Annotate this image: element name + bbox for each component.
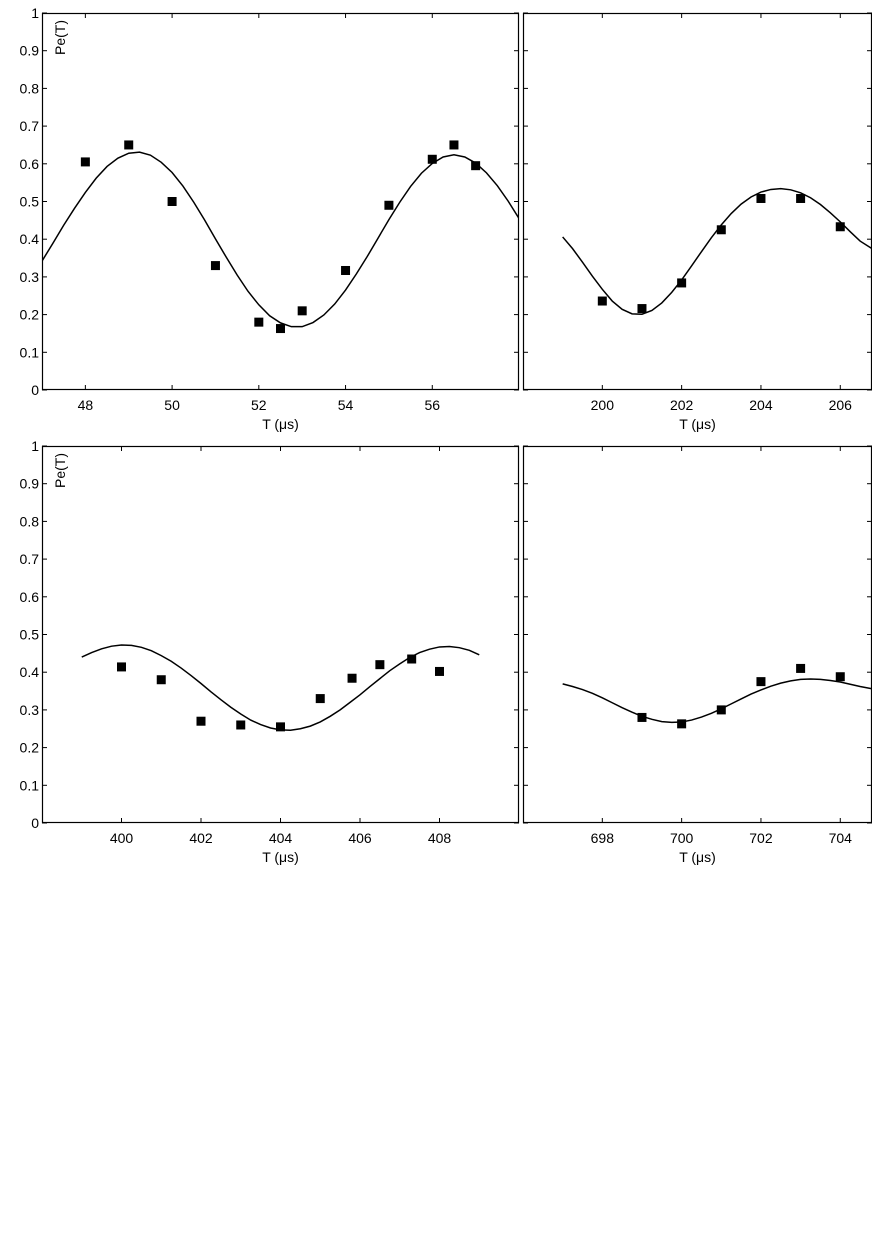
x-tick-label: 406 xyxy=(348,830,372,846)
data-point xyxy=(756,677,766,687)
data-point xyxy=(276,324,285,334)
fit-curve xyxy=(562,187,872,315)
data-point xyxy=(435,666,444,676)
data-point xyxy=(835,222,845,232)
data-point xyxy=(796,193,806,203)
y-tick-label: 0.6 xyxy=(20,589,40,605)
x-tick-label: 204 xyxy=(749,397,773,413)
data-point xyxy=(677,719,687,729)
data-point xyxy=(167,197,177,206)
data-point xyxy=(341,265,351,275)
fit-curve xyxy=(562,678,872,724)
y-axis-label: Pe(T) xyxy=(52,453,68,488)
x-tick-label: 698 xyxy=(591,830,615,846)
data-point xyxy=(756,193,766,203)
fit-curve xyxy=(42,151,519,328)
y-tick-label: 0.1 xyxy=(20,777,40,793)
x-axis-label: T (μs) xyxy=(262,416,299,432)
data-point xyxy=(315,694,325,704)
data-point xyxy=(716,705,726,715)
data-point xyxy=(835,672,845,682)
x-tick-label: 402 xyxy=(189,830,213,846)
chart-panel-1: 0 0.1 0.2 0.3 0.4 0.5 0.6 0.7 0.8 0.9 1 48 50 52 54 56 T… xyxy=(20,5,520,432)
x-axis-label: T (μs) xyxy=(679,849,716,865)
x-tick-label: 56 xyxy=(424,397,440,413)
y-tick-label: 0.3 xyxy=(20,702,40,718)
x-tick-label: 52 xyxy=(251,397,267,413)
x-tick-label: 50 xyxy=(164,397,180,413)
y-tick-label: 0.4 xyxy=(20,231,40,247)
y-tick-label: 0.3 xyxy=(20,269,40,285)
y-tick-label: 0 xyxy=(31,382,39,398)
x-tick-label: 400 xyxy=(110,830,134,846)
chart-panel-3: 0 0.1 0.2 0.3 0.4 0.5 0.6 0.7 0.8 0.9 1 400 402 404 40… xyxy=(20,438,520,865)
y-tick-label: 0.7 xyxy=(20,118,40,134)
y-tick-label: 0.6 xyxy=(20,156,40,172)
x-tick-label: 408 xyxy=(428,830,452,846)
data-point xyxy=(471,161,481,171)
y-tick-label: 0.9 xyxy=(20,476,40,492)
data-point xyxy=(276,722,285,732)
y-tick-label: 0.8 xyxy=(20,80,40,96)
data-point xyxy=(117,662,126,672)
data-point xyxy=(637,712,647,722)
y-tick-label: 0.5 xyxy=(20,194,40,210)
data-point xyxy=(124,140,134,150)
y-tick-label: 0.1 xyxy=(20,344,40,360)
data-point xyxy=(347,673,357,683)
data-point xyxy=(156,675,166,685)
x-axis-label: T (μs) xyxy=(679,416,716,432)
x-tick-label: 702 xyxy=(749,830,773,846)
x-tick-label: 54 xyxy=(338,397,354,413)
fit-curve xyxy=(81,644,480,732)
y-tick-label: 0.2 xyxy=(20,740,40,756)
y-tick-label: 0 xyxy=(31,815,39,831)
y-tick-label: 0.7 xyxy=(20,551,40,567)
x-tick-label: 700 xyxy=(670,830,694,846)
x-tick-label: 404 xyxy=(269,830,293,846)
data-point xyxy=(375,660,385,670)
data-point xyxy=(677,278,687,288)
y-axis-label: Pe(T) xyxy=(52,20,68,55)
y-tick-label: 0.4 xyxy=(20,664,40,680)
data-point xyxy=(80,157,90,167)
data-point xyxy=(196,716,206,726)
data-point xyxy=(297,306,307,316)
data-point xyxy=(427,154,437,164)
y-tick-label: 0.5 xyxy=(20,627,40,643)
x-tick-label: 704 xyxy=(829,830,853,846)
data-point xyxy=(210,261,220,271)
x-tick-label: 206 xyxy=(829,397,853,413)
data-point xyxy=(236,720,246,730)
y-tick-label: 1 xyxy=(31,438,39,454)
data-point xyxy=(449,140,459,150)
data-point xyxy=(796,663,806,673)
x-tick-label: 48 xyxy=(78,397,94,413)
data-point xyxy=(254,317,264,327)
x-axis-label: T (μs) xyxy=(262,849,299,865)
x-tick-label: 202 xyxy=(670,397,694,413)
data-point xyxy=(597,296,607,306)
x-tick-label: 200 xyxy=(591,397,615,413)
y-tick-label: 0.2 xyxy=(20,307,40,323)
y-tick-label: 1 xyxy=(31,5,39,21)
y-tick-label: 0.9 xyxy=(20,43,40,59)
data-point xyxy=(384,200,394,210)
data-point xyxy=(407,654,417,664)
y-tick-label: 0.8 xyxy=(20,513,40,529)
data-point xyxy=(716,225,726,235)
data-point xyxy=(637,304,647,314)
